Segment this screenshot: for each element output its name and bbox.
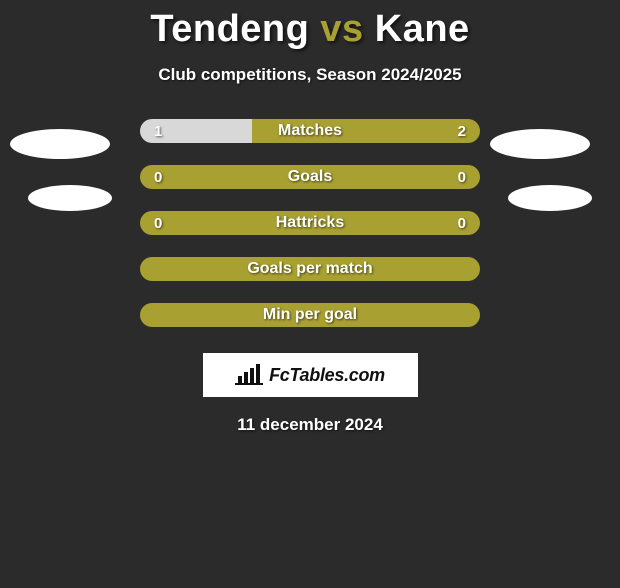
- stat-row: 12Matches: [140, 119, 480, 143]
- page-title: Tendeng vs Kane: [0, 8, 620, 51]
- player-2-name: Kane: [375, 8, 470, 50]
- decorative-ellipse: [28, 185, 112, 211]
- stat-label: Matches: [140, 119, 480, 143]
- stat-row: 00Hattricks: [140, 211, 480, 235]
- stat-label: Goals: [140, 165, 480, 189]
- stats-container: 12Matches 00Goals 00Hattricks Goals per mat…: [140, 119, 480, 327]
- decorative-ellipse: [10, 129, 110, 159]
- vs-separator: vs: [320, 8, 363, 50]
- source-logo-card: FcTables.com: [203, 353, 418, 397]
- bar-chart-icon: [235, 364, 263, 386]
- stat-row: Min per goal: [140, 303, 480, 327]
- source-logo-text: FcTables.com: [269, 365, 385, 386]
- stat-label: Goals per match: [140, 257, 480, 281]
- subtitle: Club competitions, Season 2024/2025: [0, 65, 620, 85]
- stat-label: Hattricks: [140, 211, 480, 235]
- snapshot-date: 11 december 2024: [0, 415, 620, 435]
- stat-label: Min per goal: [140, 303, 480, 327]
- decorative-ellipse: [508, 185, 592, 211]
- stat-row: 00Goals: [140, 165, 480, 189]
- decorative-ellipse: [490, 129, 590, 159]
- stat-row: Goals per match: [140, 257, 480, 281]
- player-1-name: Tendeng: [150, 8, 309, 50]
